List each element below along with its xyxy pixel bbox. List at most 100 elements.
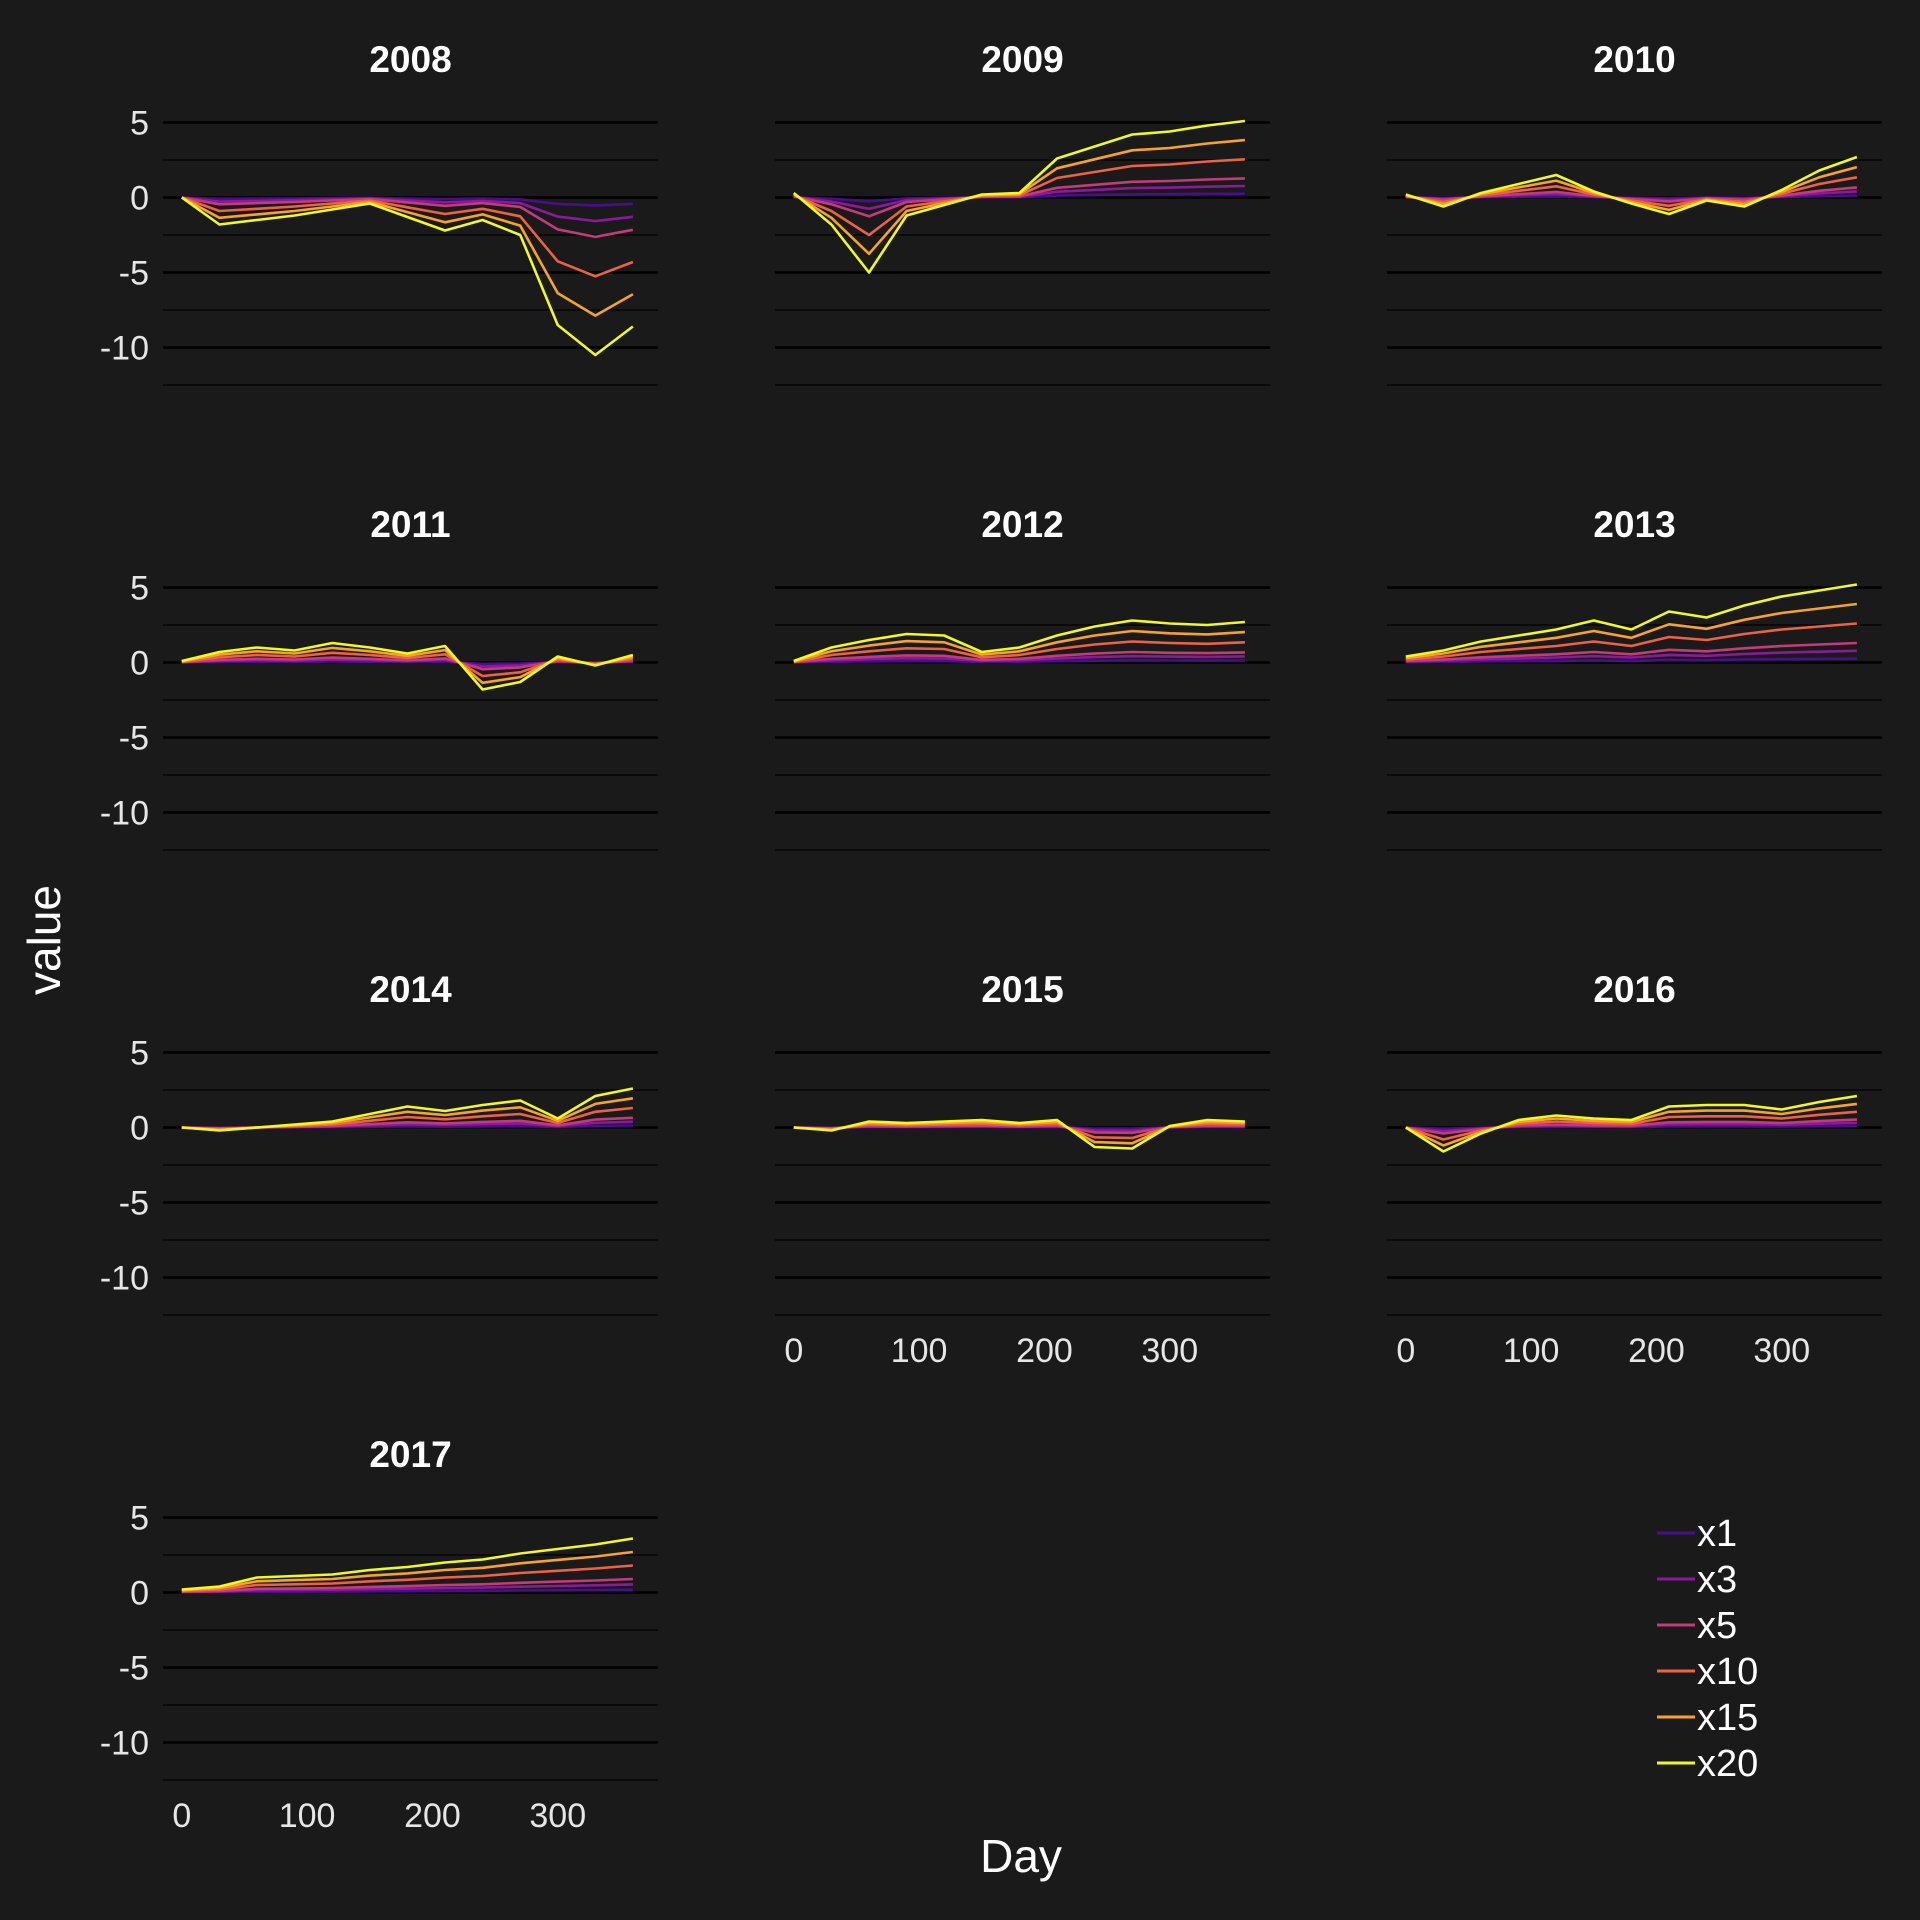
series-line-x5: [793, 650, 1245, 664]
series-line-x20: [792, 119, 1246, 274]
legend-item-x3: x3: [1657, 1559, 1737, 1601]
panel-2009: 2009: [775, 39, 1270, 386]
series-line-x20: [1405, 583, 1858, 658]
x-tick-label: 300: [1753, 1332, 1810, 1370]
panels: 2008 5 0 -5 -10 2009 2010 2011 5 0 -5 -10 2012 2013 20…: [100, 39, 1882, 1835]
y-tick-label: -5: [119, 1650, 149, 1688]
series-line-x15: [1405, 1102, 1858, 1147]
panel-2017: 2017 5 0 -5 -10 0 100 200 300: [100, 1434, 658, 1835]
series-line-x15: [1405, 602, 1858, 660]
x-tick-label: 200: [1016, 1332, 1073, 1370]
panel-title: 2014: [369, 969, 452, 1010]
legend-label: x15: [1697, 1697, 1758, 1739]
legend-item-x5: x5: [1657, 1605, 1737, 1647]
y-tick-label: -5: [119, 255, 149, 293]
y-tick-label: -10: [100, 1260, 149, 1298]
series-line-x3: [181, 196, 634, 223]
series-line-x20: [181, 196, 634, 357]
series-line-x20: [1405, 155, 1858, 216]
x-tick-label: 0: [172, 1797, 191, 1835]
x-tick-label: 0: [1396, 1332, 1415, 1370]
legend-item-x20: x20: [1657, 1743, 1758, 1785]
series-line-x10: [181, 651, 634, 678]
panel-title: 2015: [981, 969, 1063, 1010]
panel-title: 2009: [981, 39, 1063, 80]
y-tick-label: 0: [130, 1575, 149, 1613]
series-line-x20: [1405, 1094, 1858, 1153]
y-tick-label: -10: [100, 795, 149, 833]
series-line-x20: [793, 619, 1246, 663]
legend-label: x5: [1697, 1605, 1737, 1647]
panel-2013: 2013: [1387, 504, 1882, 851]
x-tick-label: 0: [784, 1332, 803, 1370]
panel-2015: 2015 0 100 200 300: [775, 969, 1270, 1370]
series-line-x1: [181, 1588, 633, 1594]
panel-title: 2011: [370, 504, 450, 545]
y-tick-label: -10: [100, 330, 149, 368]
y-tick-label: -5: [119, 1185, 149, 1223]
series-line-x5: [1405, 641, 1857, 663]
series-line-x5: [181, 1577, 633, 1594]
series-line-x10: [181, 1564, 634, 1593]
series-line-x15: [181, 1550, 634, 1592]
series-line-x5: [181, 656, 633, 671]
series-line-x20: [181, 1537, 634, 1591]
series-line-x15: [181, 196, 634, 317]
y-tick-label: 0: [130, 645, 149, 683]
x-tick-label: 300: [1141, 1332, 1198, 1370]
series-line-x20: [181, 641, 634, 691]
y-tick-label: 0: [130, 180, 149, 218]
series-line-x3: [793, 654, 1245, 664]
x-tick-label: 100: [891, 1332, 948, 1370]
y-axis-title: value: [18, 885, 70, 995]
legend-item-x10: x10: [1657, 1651, 1758, 1693]
legend-item-x1: x1: [1657, 1513, 1737, 1555]
y-tick-label: 5: [130, 1035, 149, 1073]
x-tick-label: 200: [1628, 1332, 1685, 1370]
series-line-x10: [793, 640, 1245, 664]
series-line-x20: [793, 1118, 1245, 1150]
legend-label: x3: [1697, 1559, 1737, 1601]
panel-2016: 2016 0 100 200 300: [1387, 969, 1882, 1370]
y-tick-label: -10: [100, 1725, 149, 1763]
series-line-x1: [181, 196, 633, 207]
legend-label: x1: [1697, 1513, 1737, 1555]
x-tick-label: 200: [404, 1797, 461, 1835]
series-line-x3: [181, 1583, 633, 1594]
legend-label: x10: [1697, 1651, 1758, 1693]
series-line-x1: [1405, 657, 1857, 664]
y-tick-label: 5: [130, 570, 149, 608]
x-tick-label: 100: [279, 1797, 336, 1835]
x-axis-title: Day: [980, 1830, 1062, 1882]
x-tick-label: 300: [529, 1797, 586, 1835]
panel-2010: 2010: [1387, 39, 1882, 386]
panel-2008: 2008 5 0 -5 -10: [100, 39, 658, 386]
y-tick-label: 0: [130, 1110, 149, 1148]
series-line-x10: [181, 196, 634, 278]
legend-item-x15: x15: [1657, 1697, 1758, 1739]
y-tick-label: 5: [130, 105, 149, 143]
series-line-x10: [1405, 622, 1858, 661]
panel-title: 2008: [369, 39, 451, 80]
series-line-x1: [793, 659, 1245, 664]
legend-label: x20: [1697, 1743, 1758, 1785]
panel-2014: 2014 5 0 -5 -10: [100, 969, 658, 1316]
panel-title: 2017: [369, 1434, 451, 1475]
panel-2012: 2012: [775, 504, 1270, 851]
series-line-x5: [1405, 1118, 1857, 1135]
series-line-x20: [181, 1087, 634, 1132]
panel-title: 2010: [1593, 39, 1675, 80]
y-tick-label: -5: [119, 720, 149, 758]
panel-title: 2012: [981, 504, 1063, 545]
panel-2011: 2011 5 0 -5 -10: [100, 504, 658, 851]
panel-title: 2013: [1593, 504, 1675, 545]
y-tick-label: 5: [130, 1500, 149, 1538]
series-line-x15: [793, 629, 1245, 663]
series-line-x3: [1405, 649, 1857, 663]
x-tick-label: 100: [1503, 1332, 1560, 1370]
panel-title: 2016: [1593, 969, 1675, 1010]
series-line-x5: [181, 196, 634, 239]
